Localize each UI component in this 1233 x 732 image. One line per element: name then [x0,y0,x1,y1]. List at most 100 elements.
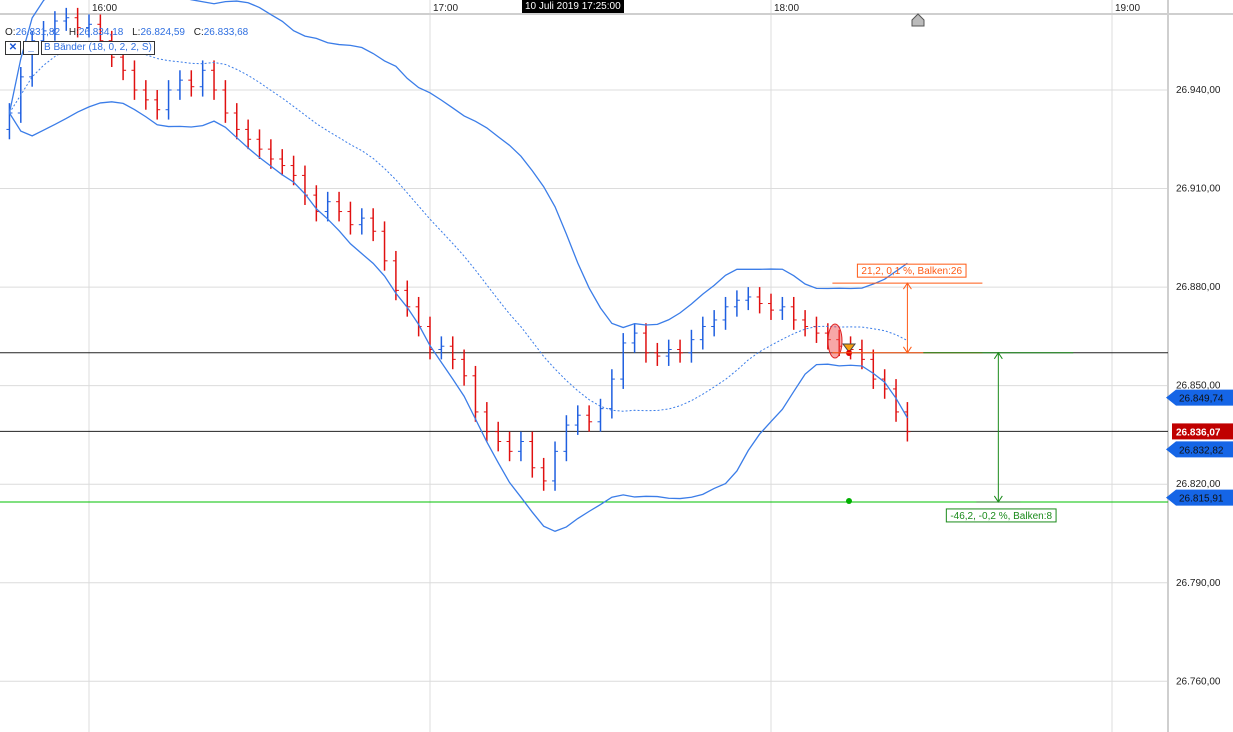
y-tick-label: 26.760,00 [1176,676,1221,687]
low-label: L: [132,27,141,38]
ohlc-bar [586,405,593,432]
ohlc-bar [449,336,456,370]
indicator-label[interactable]: B Bänder (18, 0, 2, 2, S) [41,41,155,55]
ohlc-bar [574,405,581,435]
ohlc-bar [665,339,672,366]
ohlc-bar [392,250,399,301]
ohlc-bar [904,402,911,442]
ohlc-bar [813,316,820,343]
y-tick-label: 26.940,00 [1176,85,1221,96]
ohlc-bar [267,139,274,169]
green-line-handle [846,498,852,504]
ohlc-bar [324,191,331,222]
price-tag: 26.815,91 [1166,489,1233,506]
ohlc-bar [188,70,195,97]
ohlc-bar [768,293,774,320]
price-tag-label: 26.849,74 [1179,394,1224,405]
ohlc-bar [222,80,229,123]
minimize-indicator-button[interactable]: _ [23,41,39,55]
ohlc-bar [415,296,422,337]
ohlc-bar [142,80,149,110]
ohlc-bar [154,90,161,120]
open-label: O: [5,27,16,38]
ohlc-bar [733,290,740,317]
ohlc-bar [608,369,615,419]
ohlc-bar [165,80,172,120]
ohlc-bar [6,103,13,140]
ohlc-bar [540,457,547,491]
price-tag-label: 26.832,82 [1179,445,1224,456]
measurement-tool[interactable]: -46,2, -0,2 %, Balken:8 [923,351,1074,523]
ohlc-bar [461,349,468,386]
ohlc-bar [802,310,809,337]
close-value: 26.833,68 [203,27,249,38]
y-tick-label: 26.850,00 [1176,381,1221,392]
y-tick-label: 26.910,00 [1176,184,1221,195]
ohlc-bar [722,296,729,330]
ohlc-bar [63,7,70,31]
ohlc-bar [438,336,445,360]
price-tag-bg [1172,423,1233,440]
ohlc-bar [279,149,286,176]
ohlc-bar [290,155,297,186]
ohlc-bar [199,60,206,97]
ohlc-bar [858,339,865,370]
x-tick-label: 16:00 [92,3,117,14]
ohlc-bar [336,191,343,222]
price-tag-bg [1166,389,1233,406]
ohlc-bar [256,129,263,159]
alert-marker-icon [842,343,856,353]
crosshair-date-label: 10 Juli 2019 17:25:00 [522,0,624,13]
time-marker-icon [911,13,925,27]
ohlc-bar [893,379,900,422]
ohlc-bar [313,185,320,222]
ohlc-bar [654,342,661,366]
bollinger-upper-band [8,0,908,329]
ohlc-bar [483,402,490,442]
ohlc-bar [790,296,797,330]
high-label: H: [68,27,79,38]
ohlc-bar [245,119,252,150]
bollinger-lower-band [8,101,908,532]
high-value: 26.834,18 [78,27,124,38]
price-tag-bg [1166,441,1233,458]
ohlc-bar [631,323,638,353]
ohlc-bar [756,287,763,314]
ohlc-bar [74,7,81,38]
ohlc-bar [301,165,308,205]
signal-ellipse [827,323,843,359]
arrow-head-icon [993,495,1003,503]
ohlc-legend: O:26.831,82 H:26.834,18 L:26.824,59 C:26… [5,27,254,38]
remove-indicator-button[interactable]: ✕ [5,41,21,55]
ohlc-bar [506,431,513,462]
ohlc-bar [552,441,559,491]
ohlc-bar [699,316,706,350]
price-tag-label: 26.836,07 [1176,427,1221,438]
ohlc-bar [881,369,888,399]
ohlc-bar [597,398,604,432]
close-label: C: [193,27,204,38]
ohlc-bar [745,287,752,311]
arrow-head-icon [902,346,912,354]
ohlc-bar [404,280,411,317]
ohlc-bar [358,208,365,235]
ohlc-bar [688,329,695,363]
open-value: 26.831,82 [15,27,61,38]
indicator-legend: ✕ _ B Bänder (18, 0, 2, 2, S) [5,41,155,55]
ohlc-bar [347,201,354,235]
ohlc-bar [677,339,684,363]
ohlc-bar [51,11,58,41]
bollinger-middle-band [9,43,908,412]
x-tick-label: 17:00 [433,3,458,14]
price-tag: 26.832,82 [1166,441,1233,458]
arrow-head-icon [902,282,912,290]
y-tick-label: 26.880,00 [1176,282,1221,293]
ohlc-bar [779,296,786,320]
ohlc-bar [620,333,627,389]
price-tag-bg [1166,489,1233,506]
ohlc-bar [563,415,570,462]
ohlc-bar [176,70,183,100]
measurement-tool[interactable]: 21,2, 0,1 %, Balken:26 [832,263,983,354]
measure-label: 21,2, 0,1 %, Balken:26 [861,266,962,277]
